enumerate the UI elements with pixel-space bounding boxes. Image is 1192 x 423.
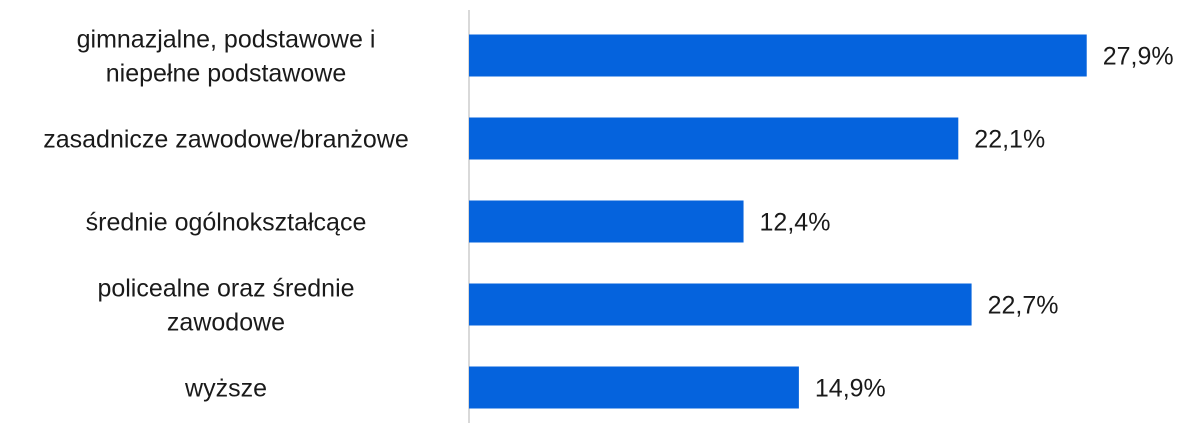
category-label-0: gimnazjalne, podstawowe i niepełne podsta… xyxy=(77,26,376,88)
value-label-0: 27,9% xyxy=(1103,43,1174,71)
category-label-line: średnie ogólnokształcące xyxy=(86,209,367,237)
bar-4 xyxy=(469,366,799,409)
value-labels-group: 27,9% 22,1% 12,4% 22,7% 14,9% xyxy=(760,43,1174,403)
bars-group xyxy=(469,34,1087,409)
bar-0 xyxy=(469,34,1087,77)
bar-2 xyxy=(469,200,744,243)
category-label-line: wyższe xyxy=(184,375,267,403)
category-label-3: policealne oraz średnie zawodowe xyxy=(97,275,354,337)
category-label-4: wyższe xyxy=(184,375,267,403)
value-label-2: 12,4% xyxy=(760,209,831,237)
bar-3 xyxy=(469,283,972,326)
category-label-line: niepełne podstawowe xyxy=(106,60,346,88)
value-label-3: 22,7% xyxy=(988,292,1059,320)
category-label-line: zasadnicze zawodowe/branżowe xyxy=(43,126,409,154)
category-label-2: średnie ogólnokształcące xyxy=(86,209,367,237)
value-label-1: 22,1% xyxy=(974,126,1045,154)
category-label-line: zawodowe xyxy=(167,309,285,337)
category-label-line: gimnazjalne, podstawowe i xyxy=(77,26,376,54)
category-labels-group: gimnazjalne, podstawowe i niepełne podsta… xyxy=(43,26,409,403)
category-label-1: zasadnicze zawodowe/branżowe xyxy=(43,126,409,154)
bar-1 xyxy=(469,117,959,160)
value-label-4: 14,9% xyxy=(815,375,886,403)
category-label-line: policealne oraz średnie xyxy=(97,275,354,303)
